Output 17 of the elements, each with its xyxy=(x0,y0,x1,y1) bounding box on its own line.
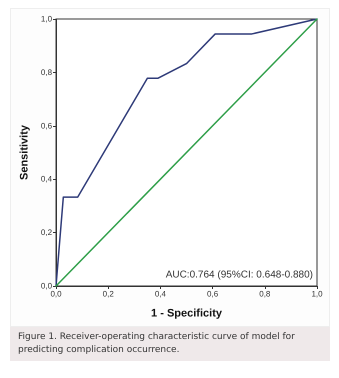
line-series xyxy=(55,18,318,287)
annotation: AUC:0.764 (95%CI: 0.648-0.880) xyxy=(166,270,314,280)
x-axis-title: 1 - Specificity xyxy=(151,308,223,320)
x-tick-label: 0,6 xyxy=(207,290,219,298)
y-tick-label: 0,2 xyxy=(40,228,53,238)
y-tick-label: 0,8 xyxy=(40,68,53,77)
x-tick-label: 0,2 xyxy=(102,290,114,298)
y-tick-label: 0,4 xyxy=(40,174,53,184)
caption: Figure 1. Receiver-operating characteristic curve of model for predicting complication occurrence. xyxy=(10,327,330,361)
y-axis-title: Sensitivity xyxy=(18,124,30,180)
x-tick-label: 0,4 xyxy=(154,290,167,298)
x-tick-label: 0,0 xyxy=(50,290,62,298)
y-tick-label: 1,0 xyxy=(40,14,53,24)
y-tick-label: 0,0 xyxy=(40,282,53,290)
y-tick-label: 0,6 xyxy=(40,121,53,130)
x-tick-label: 0,8 xyxy=(259,290,271,298)
x-tick-label: 1,0 xyxy=(311,290,324,298)
